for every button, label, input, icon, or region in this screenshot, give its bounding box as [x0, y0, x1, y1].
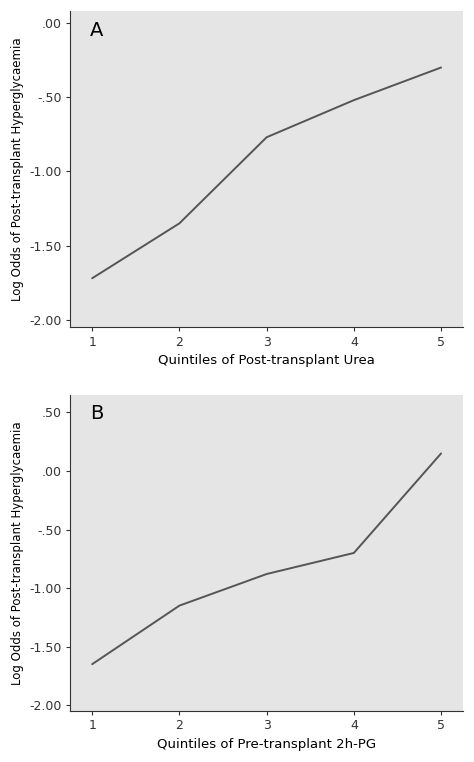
X-axis label: Quintiles of Post-transplant Urea: Quintiles of Post-transplant Urea — [158, 354, 375, 367]
Text: A: A — [90, 21, 103, 40]
Y-axis label: Log Odds of Post-transplant Hyperglycaemia: Log Odds of Post-transplant Hyperglycaem… — [11, 421, 24, 685]
X-axis label: Quintiles of Pre-transplant 2h-PG: Quintiles of Pre-transplant 2h-PG — [157, 738, 376, 751]
Y-axis label: Log Odds of Post-transplant Hyperglycaemia: Log Odds of Post-transplant Hyperglycaem… — [11, 37, 24, 301]
Text: B: B — [90, 405, 103, 424]
